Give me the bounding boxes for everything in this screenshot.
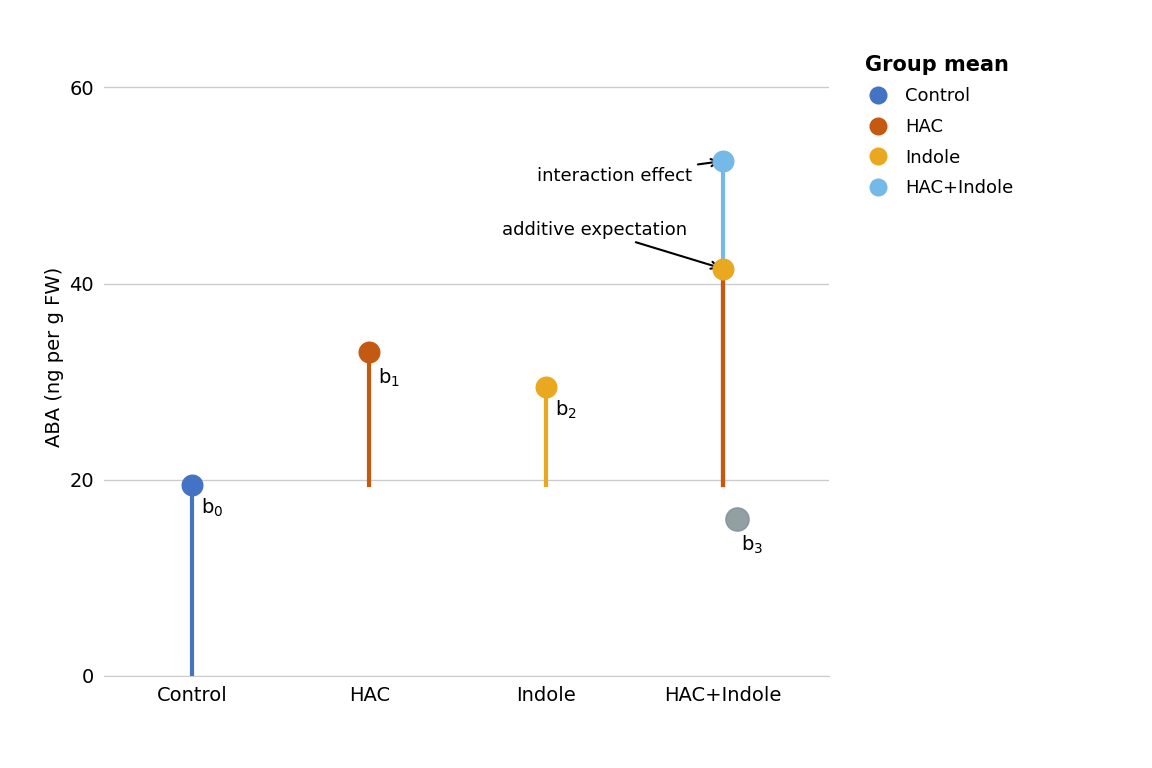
Text: additive expectation: additive expectation (502, 220, 719, 269)
Point (728, 513, 746, 525)
Point (359, 346, 378, 359)
Text: b$_1$: b$_1$ (378, 367, 400, 389)
Text: interaction effect: interaction effect (537, 159, 718, 184)
Y-axis label: ABA (ng per g FW): ABA (ng per g FW) (45, 267, 63, 447)
Point (183, 478, 202, 491)
Point (714, 263, 733, 275)
Text: b$_3$: b$_3$ (741, 534, 763, 556)
Text: b$_2$: b$_2$ (555, 399, 577, 421)
Point (537, 380, 555, 392)
Legend: Control, HAC, Indole, HAC+Indole: Control, HAC, Indole, HAC+Indole (852, 48, 1021, 204)
Point (714, 155, 733, 167)
Text: b$_0$: b$_0$ (202, 496, 223, 518)
